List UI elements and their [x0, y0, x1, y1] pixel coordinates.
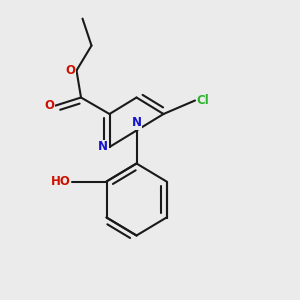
Text: Cl: Cl [196, 94, 209, 107]
Text: O: O [44, 99, 54, 112]
Text: O: O [65, 64, 75, 77]
Text: N: N [98, 140, 108, 154]
Text: N: N [131, 116, 142, 129]
Text: HO: HO [51, 175, 70, 188]
